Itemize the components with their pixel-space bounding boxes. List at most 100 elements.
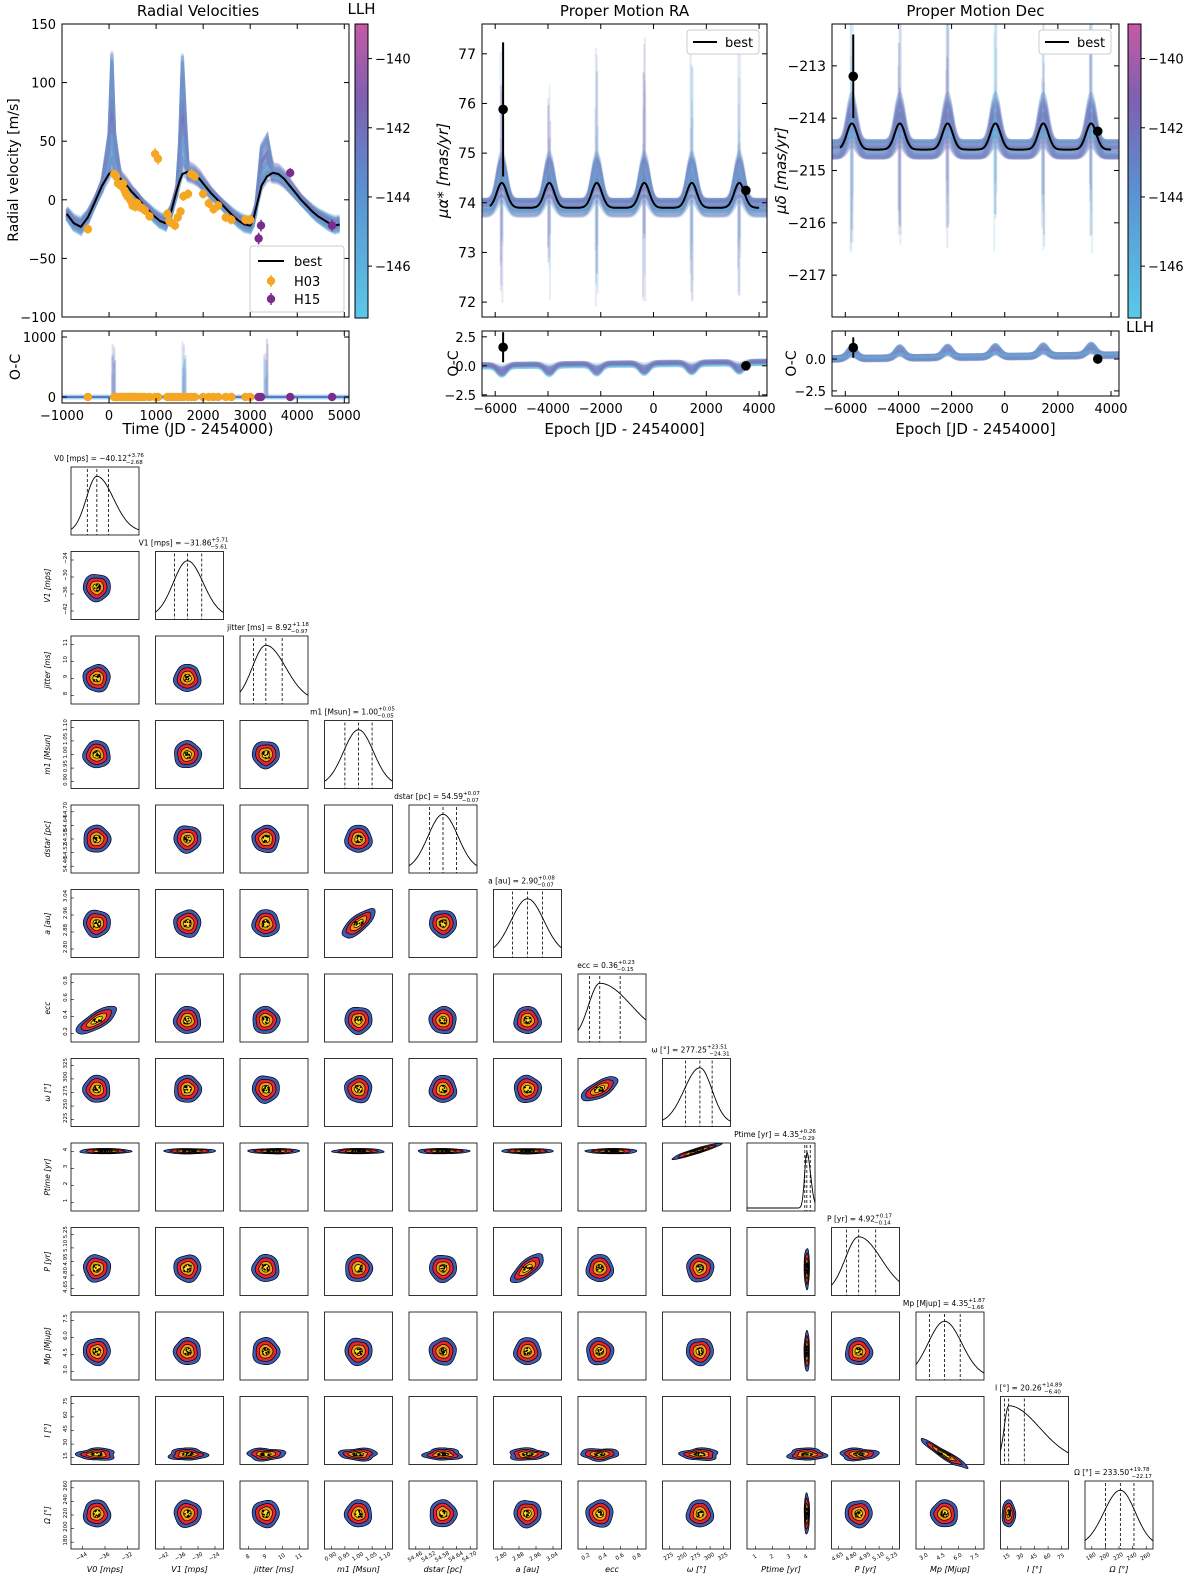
pmdec-ytick-label: −214 (788, 111, 827, 127)
kde-dot (359, 1350, 361, 1353)
kde-dot (188, 839, 191, 842)
kde-dot (186, 1270, 189, 1273)
rv-xlabel: Time (JD - 2454000) (122, 420, 274, 438)
top-panels: −100 −50 0 50 100 150 Radial Velocities Radial … (6, 0, 1184, 438)
kde-dot (529, 1020, 532, 1023)
corner-ytick-label: 4.5 (63, 1348, 69, 1357)
hist-7: ω [°] = 277.25+23.51 −24.31 (651, 1045, 731, 1127)
cell-frame (662, 1142, 731, 1212)
pmra-cloud-line (482, 174, 767, 215)
pmdec-oc-line (832, 342, 1119, 361)
pmra-oc-xtick-label: 0 (649, 402, 657, 417)
kde-2-1 (155, 635, 224, 705)
kde-8-1 (155, 1142, 224, 1212)
hist-title-sup: +0.05 (378, 707, 395, 713)
corner-ytick-label: 4.95 (63, 1253, 69, 1266)
kde-dot (262, 1353, 265, 1356)
hist-12: Ω [°] = 233.50+19.78 −22.17 180 200 220 240 26… (1074, 1467, 1154, 1574)
corner-xtick-label: 300 (704, 1552, 717, 1563)
corner-ytick-label: 9 (63, 674, 69, 678)
pmra-cloud-line (482, 172, 767, 207)
kde-dot (443, 1019, 446, 1022)
corner-ytick-label: 54.46 (63, 856, 69, 872)
kde-dot (525, 1515, 528, 1518)
corner-xtick-label: 220 (1112, 1552, 1125, 1563)
rv-cloud-line (65, 157, 341, 235)
corner-ytick-label: 250 (63, 1098, 69, 1109)
kde-dot (264, 835, 267, 838)
kde-dot (264, 921, 266, 924)
kde-dot (262, 836, 265, 838)
kde-dot (697, 1264, 700, 1267)
kde-dot (186, 751, 188, 754)
kde-dot (694, 1453, 697, 1456)
corner-xtick-label: 200 (1099, 1552, 1112, 1563)
rv-cloud-line (65, 132, 340, 231)
kde-dot (522, 1454, 525, 1457)
kde-dot (358, 1513, 361, 1516)
corner-ytick-label: 54.52 (63, 843, 69, 859)
corner-xtick-label: 0.2 (581, 1552, 592, 1562)
corner-ytick-label: 0.90 (63, 773, 69, 786)
kde-10-7 (662, 1311, 731, 1381)
pmra-oc-line (482, 360, 767, 370)
rv-cloud-line (65, 81, 340, 228)
kde-10-6 (577, 1311, 647, 1381)
rv-oc-xtick-label: 5000 (328, 409, 361, 424)
kde-dot (100, 1452, 103, 1455)
kde-dot (356, 1087, 359, 1090)
kde-dot (597, 1509, 600, 1512)
kde-dot (597, 1348, 600, 1351)
rv-oc-xtick-label: 4000 (281, 409, 314, 424)
kde-dot (440, 1022, 443, 1024)
rv-ytick-label: 0 (48, 194, 56, 209)
kde-dot (806, 1513, 809, 1515)
kde-dot (96, 1089, 99, 1092)
pmra-oc-ytick-label: 0.0 (455, 360, 476, 375)
corner-xlabel: ecc (605, 1565, 619, 1574)
kde-dot (526, 1454, 529, 1457)
kde-dot (598, 1511, 601, 1514)
hist-title-sup: +0.17 (875, 1214, 892, 1220)
hist-title-sub: −6.40 (1044, 1390, 1061, 1396)
pmdec-cloud-line (832, 119, 1119, 149)
pmra-cloud-line (482, 187, 767, 212)
corner-ytick-label: 3.0 (63, 1365, 69, 1374)
kde-dot (946, 1512, 949, 1515)
kde-dot (262, 1515, 265, 1518)
pmra-cloud-line (482, 179, 767, 212)
kde-dot (601, 1269, 604, 1272)
pmdec-cloud-line (832, 103, 1119, 154)
hist-10: Mp [Mjup] = 4.35+1.87 −1.66 (903, 1298, 986, 1381)
rv-cloud-line (65, 128, 340, 232)
pmdec-oc-line (832, 342, 1119, 359)
rv-cloud-line (65, 54, 340, 224)
hist-title: P [yr] = 4.92+0.17 −0.14 (827, 1214, 892, 1227)
h15-point (285, 168, 295, 178)
kde-dot (602, 1090, 605, 1093)
pmdec-cloud-line (832, 103, 1119, 143)
cell-frame (155, 551, 224, 620)
kde-dot (357, 1270, 360, 1272)
kde-6-4 (408, 973, 478, 1043)
pmdec-oc-line (832, 346, 1119, 360)
kde-dot (858, 1348, 861, 1351)
colorbar-left: −140 −142 −144 −146 LLH (348, 0, 411, 319)
corner-ylabel: Mp [Mjup] (43, 1327, 52, 1365)
corner-ytick-label: 2.96 (63, 906, 69, 919)
kde-dot (183, 1266, 186, 1269)
kde-dot (263, 1347, 266, 1349)
pmra-oc-line (482, 358, 767, 371)
pmra-cloud-line (482, 187, 767, 202)
cell-frame (915, 1311, 985, 1381)
kde-dot (528, 1454, 530, 1457)
kde-dot (359, 1090, 362, 1093)
kde-11-0: 15 30 45 60 75 I [°] (43, 1396, 140, 1465)
kde-dot (805, 1516, 808, 1518)
pmdec-oc-line (832, 345, 1119, 359)
pmra-oc-line (482, 360, 767, 377)
h03-point (190, 172, 199, 181)
pmdec-oc-line (832, 344, 1119, 359)
kde-dot (278, 1150, 281, 1153)
kde-dot (190, 1453, 193, 1456)
